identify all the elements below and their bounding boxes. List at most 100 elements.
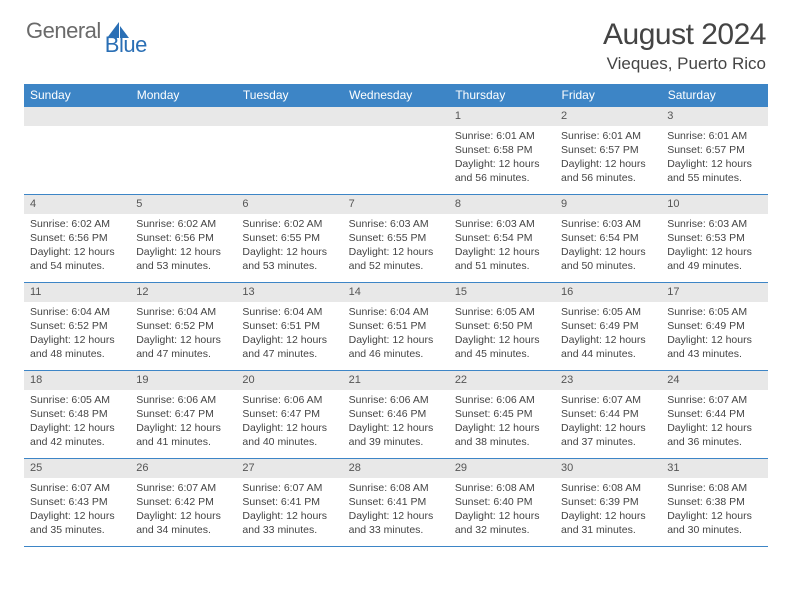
day-number: 9: [555, 195, 661, 214]
day-content: [24, 126, 130, 186]
calendar-week-row: 1Sunrise: 6:01 AMSunset: 6:58 PMDaylight…: [24, 107, 768, 195]
sunset-line: Sunset: 6:54 PM: [561, 231, 655, 245]
day-number: 15: [449, 283, 555, 302]
calendar-day-cell: 11Sunrise: 6:04 AMSunset: 6:52 PMDayligh…: [24, 283, 130, 371]
calendar-day-cell: 17Sunrise: 6:05 AMSunset: 6:49 PMDayligh…: [661, 283, 767, 371]
calendar-day-cell: 9Sunrise: 6:03 AMSunset: 6:54 PMDaylight…: [555, 195, 661, 283]
sunrise-line: Sunrise: 6:06 AM: [349, 393, 443, 407]
day-number: 3: [661, 107, 767, 126]
day-number: 23: [555, 371, 661, 390]
day-content: Sunrise: 6:03 AMSunset: 6:54 PMDaylight:…: [555, 214, 661, 278]
sunrise-line: Sunrise: 6:05 AM: [455, 305, 549, 319]
sunset-line: Sunset: 6:39 PM: [561, 495, 655, 509]
calendar-day-cell: 28Sunrise: 6:08 AMSunset: 6:41 PMDayligh…: [343, 459, 449, 547]
sunrise-line: Sunrise: 6:02 AM: [242, 217, 336, 231]
day-content: Sunrise: 6:03 AMSunset: 6:55 PMDaylight:…: [343, 214, 449, 278]
day-content: Sunrise: 6:07 AMSunset: 6:43 PMDaylight:…: [24, 478, 130, 542]
calendar-day-cell: 21Sunrise: 6:06 AMSunset: 6:46 PMDayligh…: [343, 371, 449, 459]
calendar-day-cell: 12Sunrise: 6:04 AMSunset: 6:52 PMDayligh…: [130, 283, 236, 371]
daylight-line: Daylight: 12 hours and 55 minutes.: [667, 157, 761, 185]
day-content: Sunrise: 6:08 AMSunset: 6:40 PMDaylight:…: [449, 478, 555, 542]
sunset-line: Sunset: 6:51 PM: [242, 319, 336, 333]
day-number: 31: [661, 459, 767, 478]
logo: General Blue: [26, 18, 173, 44]
calendar-day-cell: 27Sunrise: 6:07 AMSunset: 6:41 PMDayligh…: [236, 459, 342, 547]
day-content: Sunrise: 6:06 AMSunset: 6:46 PMDaylight:…: [343, 390, 449, 454]
daylight-line: Daylight: 12 hours and 49 minutes.: [667, 245, 761, 273]
daylight-line: Daylight: 12 hours and 39 minutes.: [349, 421, 443, 449]
sunset-line: Sunset: 6:54 PM: [455, 231, 549, 245]
day-content: Sunrise: 6:07 AMSunset: 6:44 PMDaylight:…: [661, 390, 767, 454]
daylight-line: Daylight: 12 hours and 53 minutes.: [242, 245, 336, 273]
logo-text-general: General: [26, 18, 101, 44]
location: Vieques, Puerto Rico: [603, 54, 766, 74]
calendar-day-cell: 1Sunrise: 6:01 AMSunset: 6:58 PMDaylight…: [449, 107, 555, 195]
sunset-line: Sunset: 6:45 PM: [455, 407, 549, 421]
sunrise-line: Sunrise: 6:08 AM: [455, 481, 549, 495]
day-content: Sunrise: 6:04 AMSunset: 6:51 PMDaylight:…: [236, 302, 342, 366]
day-number: 8: [449, 195, 555, 214]
sunset-line: Sunset: 6:51 PM: [349, 319, 443, 333]
day-number: 5: [130, 195, 236, 214]
day-content: Sunrise: 6:07 AMSunset: 6:41 PMDaylight:…: [236, 478, 342, 542]
weekday-header: Sunday: [24, 84, 130, 107]
calendar-day-cell: 23Sunrise: 6:07 AMSunset: 6:44 PMDayligh…: [555, 371, 661, 459]
day-number: 24: [661, 371, 767, 390]
calendar-day-cell: 4Sunrise: 6:02 AMSunset: 6:56 PMDaylight…: [24, 195, 130, 283]
sunset-line: Sunset: 6:55 PM: [349, 231, 443, 245]
sunset-line: Sunset: 6:41 PM: [242, 495, 336, 509]
daylight-line: Daylight: 12 hours and 46 minutes.: [349, 333, 443, 361]
day-content: Sunrise: 6:07 AMSunset: 6:44 PMDaylight:…: [555, 390, 661, 454]
sunrise-line: Sunrise: 6:03 AM: [349, 217, 443, 231]
calendar-week-row: 4Sunrise: 6:02 AMSunset: 6:56 PMDaylight…: [24, 195, 768, 283]
daylight-line: Daylight: 12 hours and 44 minutes.: [561, 333, 655, 361]
day-content: Sunrise: 6:06 AMSunset: 6:45 PMDaylight:…: [449, 390, 555, 454]
sunset-line: Sunset: 6:49 PM: [667, 319, 761, 333]
day-number: 27: [236, 459, 342, 478]
day-number: 29: [449, 459, 555, 478]
calendar-empty-cell: [130, 107, 236, 195]
weekday-header-row: Sunday Monday Tuesday Wednesday Thursday…: [24, 84, 768, 107]
sunrise-line: Sunrise: 6:06 AM: [455, 393, 549, 407]
day-content: Sunrise: 6:04 AMSunset: 6:52 PMDaylight:…: [130, 302, 236, 366]
day-number: 19: [130, 371, 236, 390]
day-content: Sunrise: 6:08 AMSunset: 6:39 PMDaylight:…: [555, 478, 661, 542]
sunset-line: Sunset: 6:50 PM: [455, 319, 549, 333]
sunset-line: Sunset: 6:47 PM: [136, 407, 230, 421]
calendar-day-cell: 3Sunrise: 6:01 AMSunset: 6:57 PMDaylight…: [661, 107, 767, 195]
calendar-day-cell: 5Sunrise: 6:02 AMSunset: 6:56 PMDaylight…: [130, 195, 236, 283]
sunset-line: Sunset: 6:44 PM: [561, 407, 655, 421]
day-content: [236, 126, 342, 186]
weekday-header: Monday: [130, 84, 236, 107]
day-content: Sunrise: 6:02 AMSunset: 6:56 PMDaylight:…: [130, 214, 236, 278]
day-content: [130, 126, 236, 186]
day-content: Sunrise: 6:05 AMSunset: 6:50 PMDaylight:…: [449, 302, 555, 366]
calendar-empty-cell: [236, 107, 342, 195]
calendar-week-row: 11Sunrise: 6:04 AMSunset: 6:52 PMDayligh…: [24, 283, 768, 371]
calendar-day-cell: 10Sunrise: 6:03 AMSunset: 6:53 PMDayligh…: [661, 195, 767, 283]
sunrise-line: Sunrise: 6:04 AM: [242, 305, 336, 319]
day-number: 2: [555, 107, 661, 126]
calendar-day-cell: 14Sunrise: 6:04 AMSunset: 6:51 PMDayligh…: [343, 283, 449, 371]
daylight-line: Daylight: 12 hours and 36 minutes.: [667, 421, 761, 449]
daylight-line: Daylight: 12 hours and 47 minutes.: [242, 333, 336, 361]
sunrise-line: Sunrise: 6:02 AM: [30, 217, 124, 231]
daylight-line: Daylight: 12 hours and 35 minutes.: [30, 509, 124, 537]
daylight-line: Daylight: 12 hours and 47 minutes.: [136, 333, 230, 361]
day-number: [130, 107, 236, 126]
day-number: 17: [661, 283, 767, 302]
day-content: Sunrise: 6:05 AMSunset: 6:48 PMDaylight:…: [24, 390, 130, 454]
day-content: Sunrise: 6:07 AMSunset: 6:42 PMDaylight:…: [130, 478, 236, 542]
day-number: 22: [449, 371, 555, 390]
logo-text-blue: Blue: [105, 32, 147, 58]
day-content: Sunrise: 6:05 AMSunset: 6:49 PMDaylight:…: [555, 302, 661, 366]
sunset-line: Sunset: 6:41 PM: [349, 495, 443, 509]
sunrise-line: Sunrise: 6:08 AM: [561, 481, 655, 495]
calendar-empty-cell: [24, 107, 130, 195]
sunrise-line: Sunrise: 6:03 AM: [561, 217, 655, 231]
sunrise-line: Sunrise: 6:07 AM: [667, 393, 761, 407]
calendar-day-cell: 18Sunrise: 6:05 AMSunset: 6:48 PMDayligh…: [24, 371, 130, 459]
calendar-day-cell: 22Sunrise: 6:06 AMSunset: 6:45 PMDayligh…: [449, 371, 555, 459]
sunset-line: Sunset: 6:46 PM: [349, 407, 443, 421]
daylight-line: Daylight: 12 hours and 54 minutes.: [30, 245, 124, 273]
